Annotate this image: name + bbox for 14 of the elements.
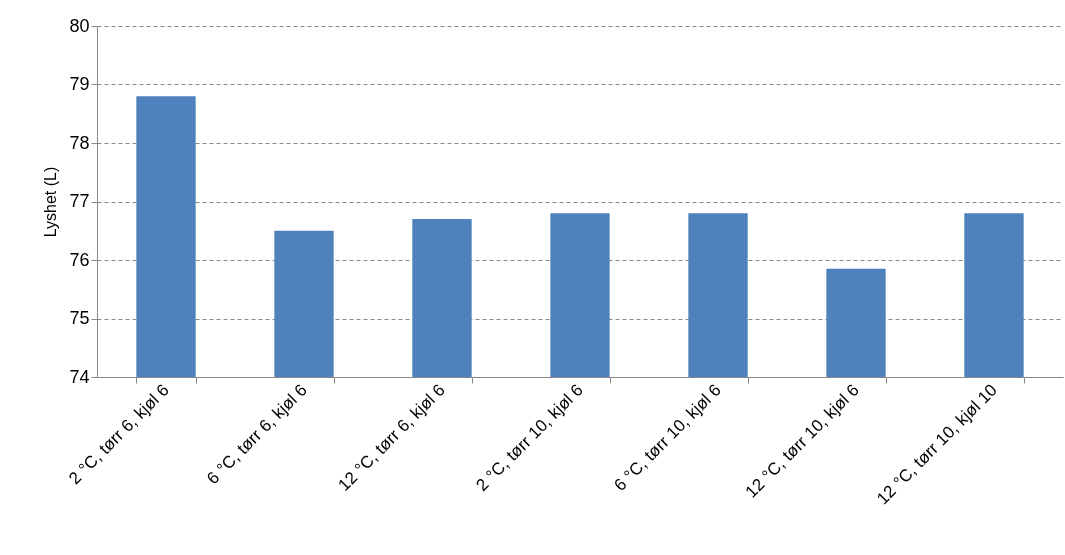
- y-tick-label: 74: [69, 366, 90, 387]
- y-tick-label: 78: [69, 132, 90, 153]
- x-tick-label: 6 °C, tørr 6, kjøl 6: [203, 380, 311, 489]
- x-tick-label: 12 °C, tørr 6, kjøl 6: [334, 380, 449, 495]
- x-tick-label: 12 °C, tørr 10, kjøl 10: [873, 380, 1001, 509]
- y-tick-label: 75: [69, 308, 90, 328]
- x-tick-label: 6 °C, tørr 10, kjøl 6: [610, 380, 725, 495]
- y-tick-label: 79: [69, 74, 90, 94]
- y-tick-label: 80: [69, 15, 90, 36]
- y-tick-label: 77: [69, 191, 90, 211]
- x-tick-label: 12 °C, tørr 10, kjøl 6: [741, 380, 863, 502]
- x-tick-label: 2 °C, tørr 10, kjøl 6: [472, 380, 587, 495]
- y-tick-label: 76: [69, 249, 90, 270]
- y-axis-title: Lyshet (L): [42, 166, 60, 238]
